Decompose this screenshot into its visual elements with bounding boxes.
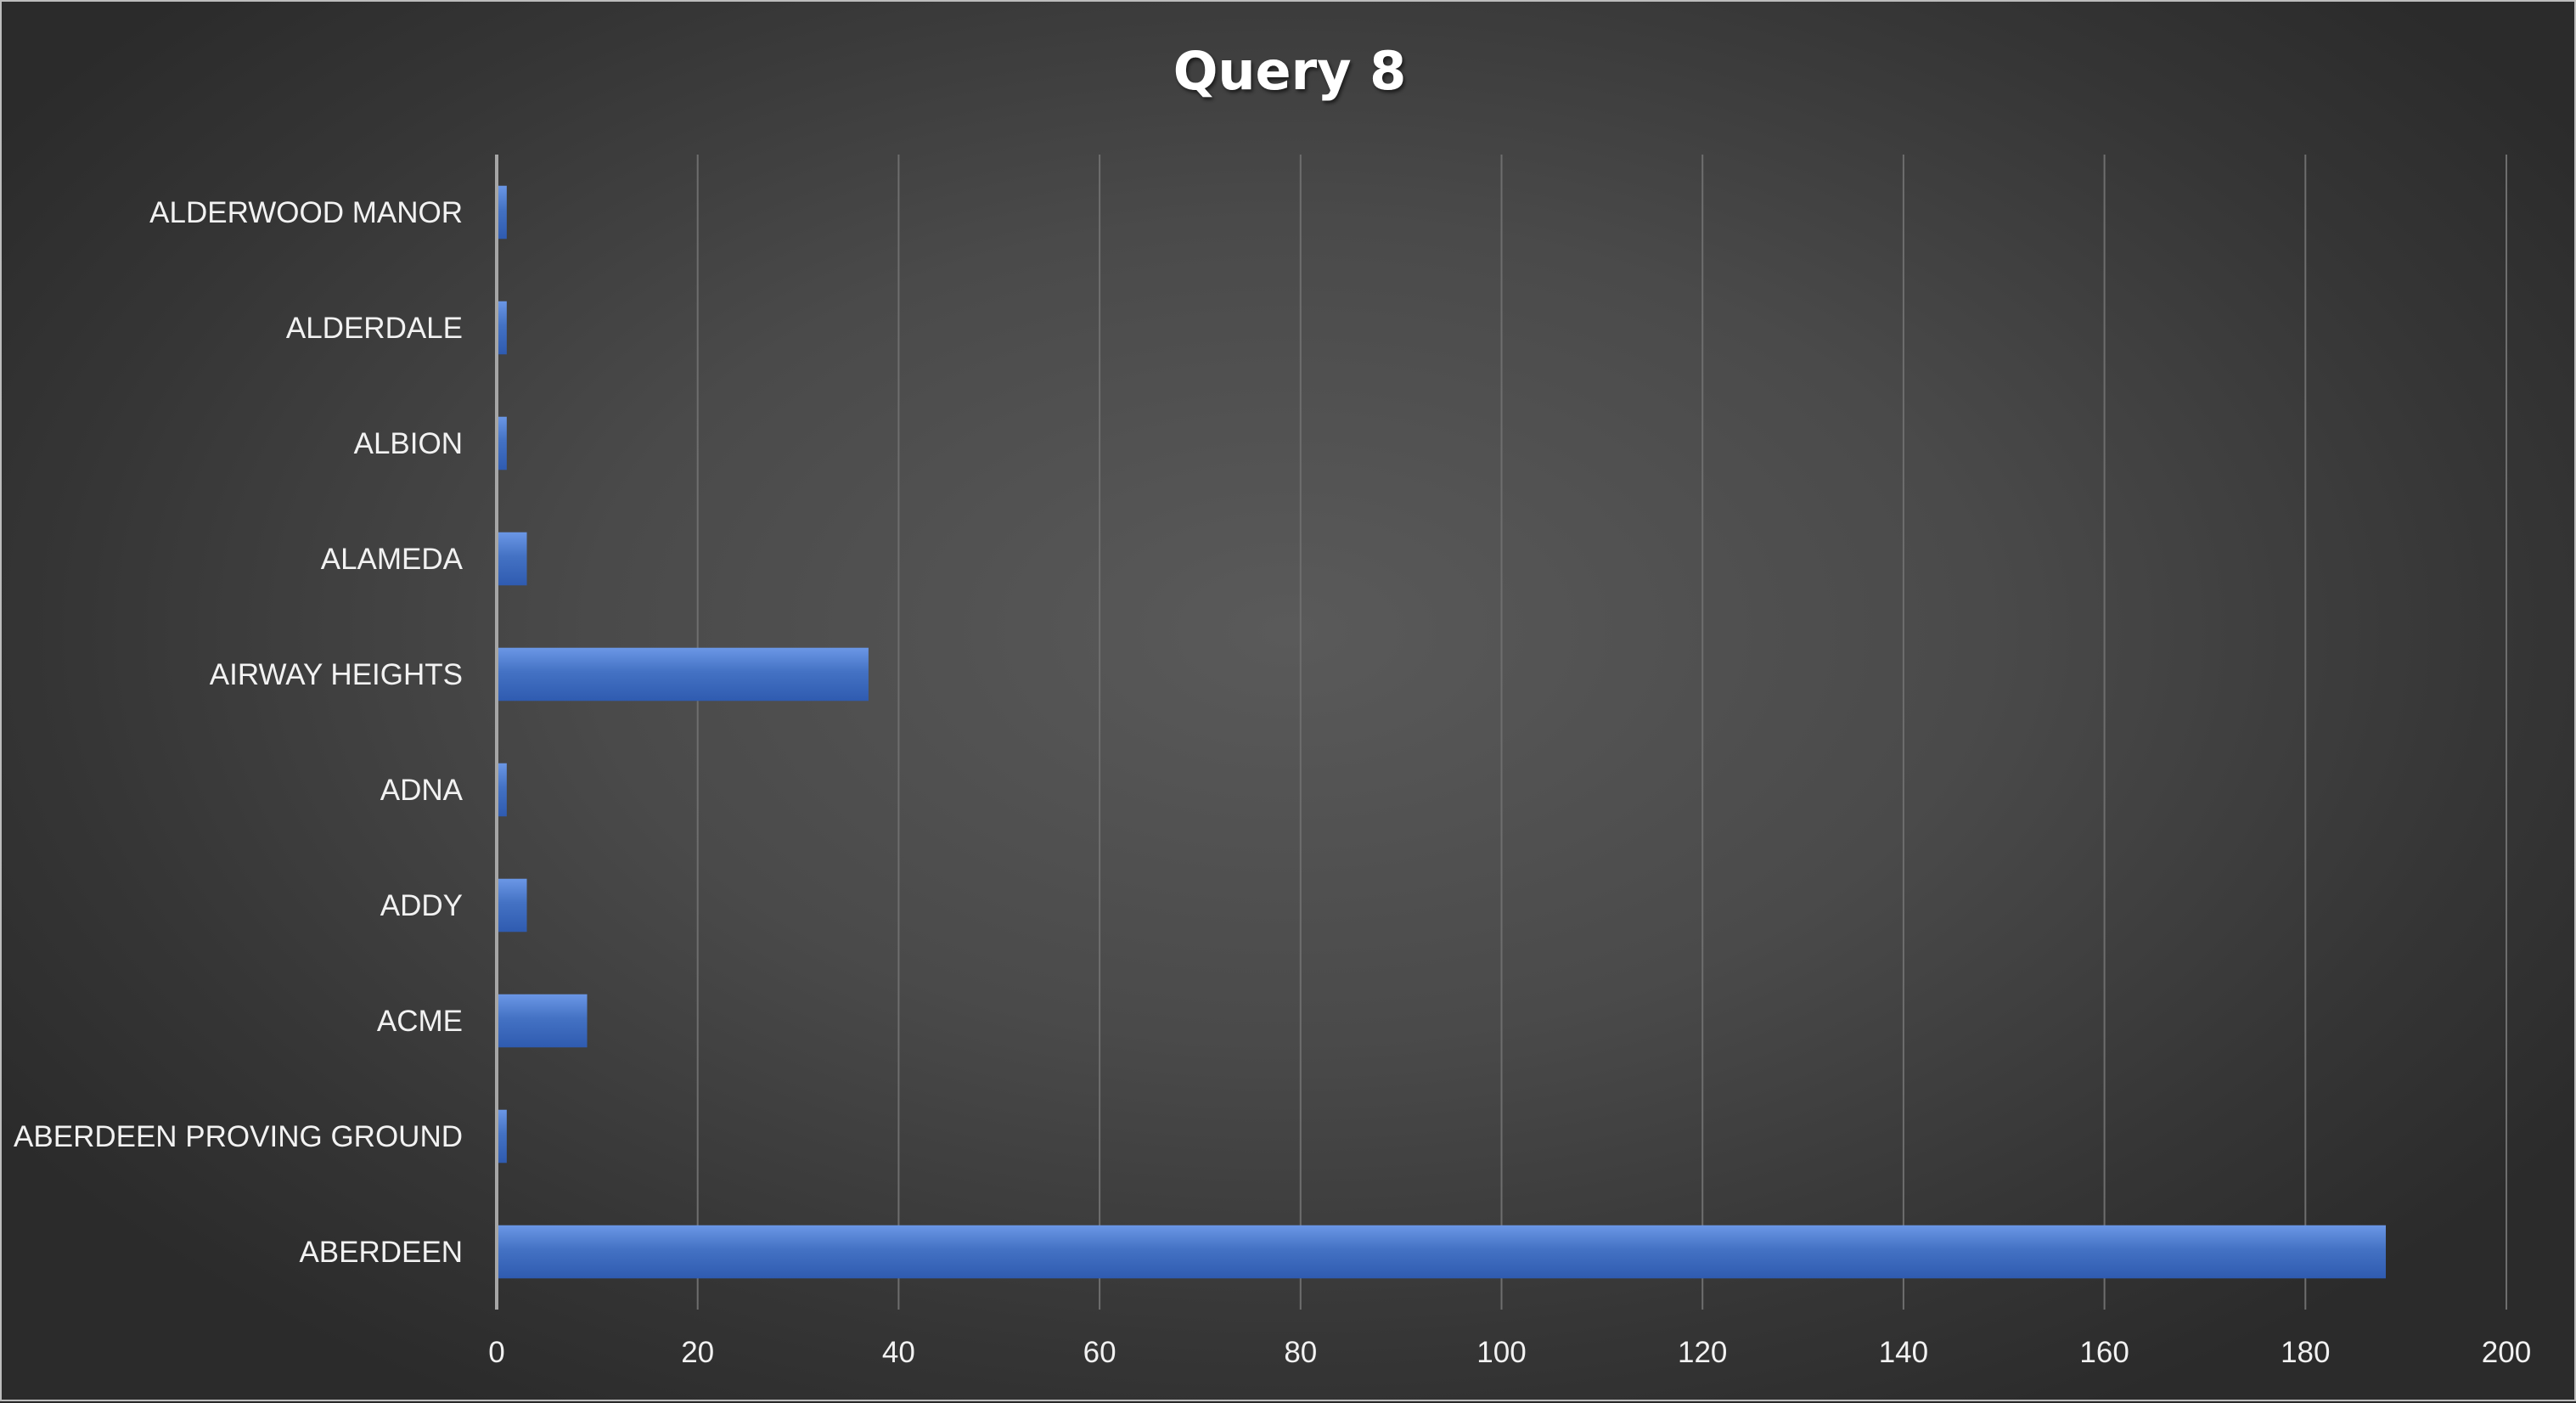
- x-tick-label: 40: [882, 1336, 915, 1369]
- category-label: ABERDEEN: [299, 1236, 463, 1269]
- x-tick-label: 0: [488, 1336, 504, 1369]
- bar: [497, 1225, 2386, 1279]
- x-tick-label: 60: [1083, 1336, 1116, 1369]
- bar: [497, 878, 527, 933]
- category-label: ALAMEDA: [321, 543, 464, 576]
- labels-layer: 0 20 40 60 80 100 120 140 160 180 200 ABERDEEN ABERD…: [14, 196, 2531, 1369]
- x-tick-label: 160: [2079, 1336, 2129, 1369]
- bars-layer: [497, 185, 2386, 1279]
- bar: [497, 994, 588, 1048]
- x-tick-label: 80: [1284, 1336, 1317, 1369]
- bar: [497, 763, 507, 817]
- category-label: ALDERDALE: [286, 312, 463, 345]
- bar: [497, 301, 507, 355]
- bar: [497, 416, 507, 470]
- category-label: ABERDEEN PROVING GROUND: [14, 1120, 463, 1153]
- category-label: ALBION: [354, 427, 463, 460]
- grid-layer: [696, 155, 2507, 1310]
- x-tick-label: 20: [681, 1336, 714, 1369]
- chart-title: Query 8: [1173, 40, 1407, 102]
- category-label: ALDERWOOD MANOR: [149, 196, 463, 229]
- bar: [497, 647, 869, 702]
- category-label: AIRWAY HEIGHTS: [210, 658, 463, 691]
- category-label: ADDY: [380, 889, 463, 922]
- bar: [497, 185, 507, 239]
- x-tick-label: 180: [2281, 1336, 2330, 1369]
- bar: [497, 532, 527, 586]
- bar: [497, 1109, 507, 1164]
- x-tick-label: 200: [2482, 1336, 2531, 1369]
- x-tick-label: 100: [1476, 1336, 1526, 1369]
- x-tick-label: 140: [1879, 1336, 1928, 1369]
- category-label: ADNA: [380, 774, 464, 807]
- x-tick-label: 120: [1678, 1336, 1727, 1369]
- category-label: ACME: [377, 1005, 463, 1038]
